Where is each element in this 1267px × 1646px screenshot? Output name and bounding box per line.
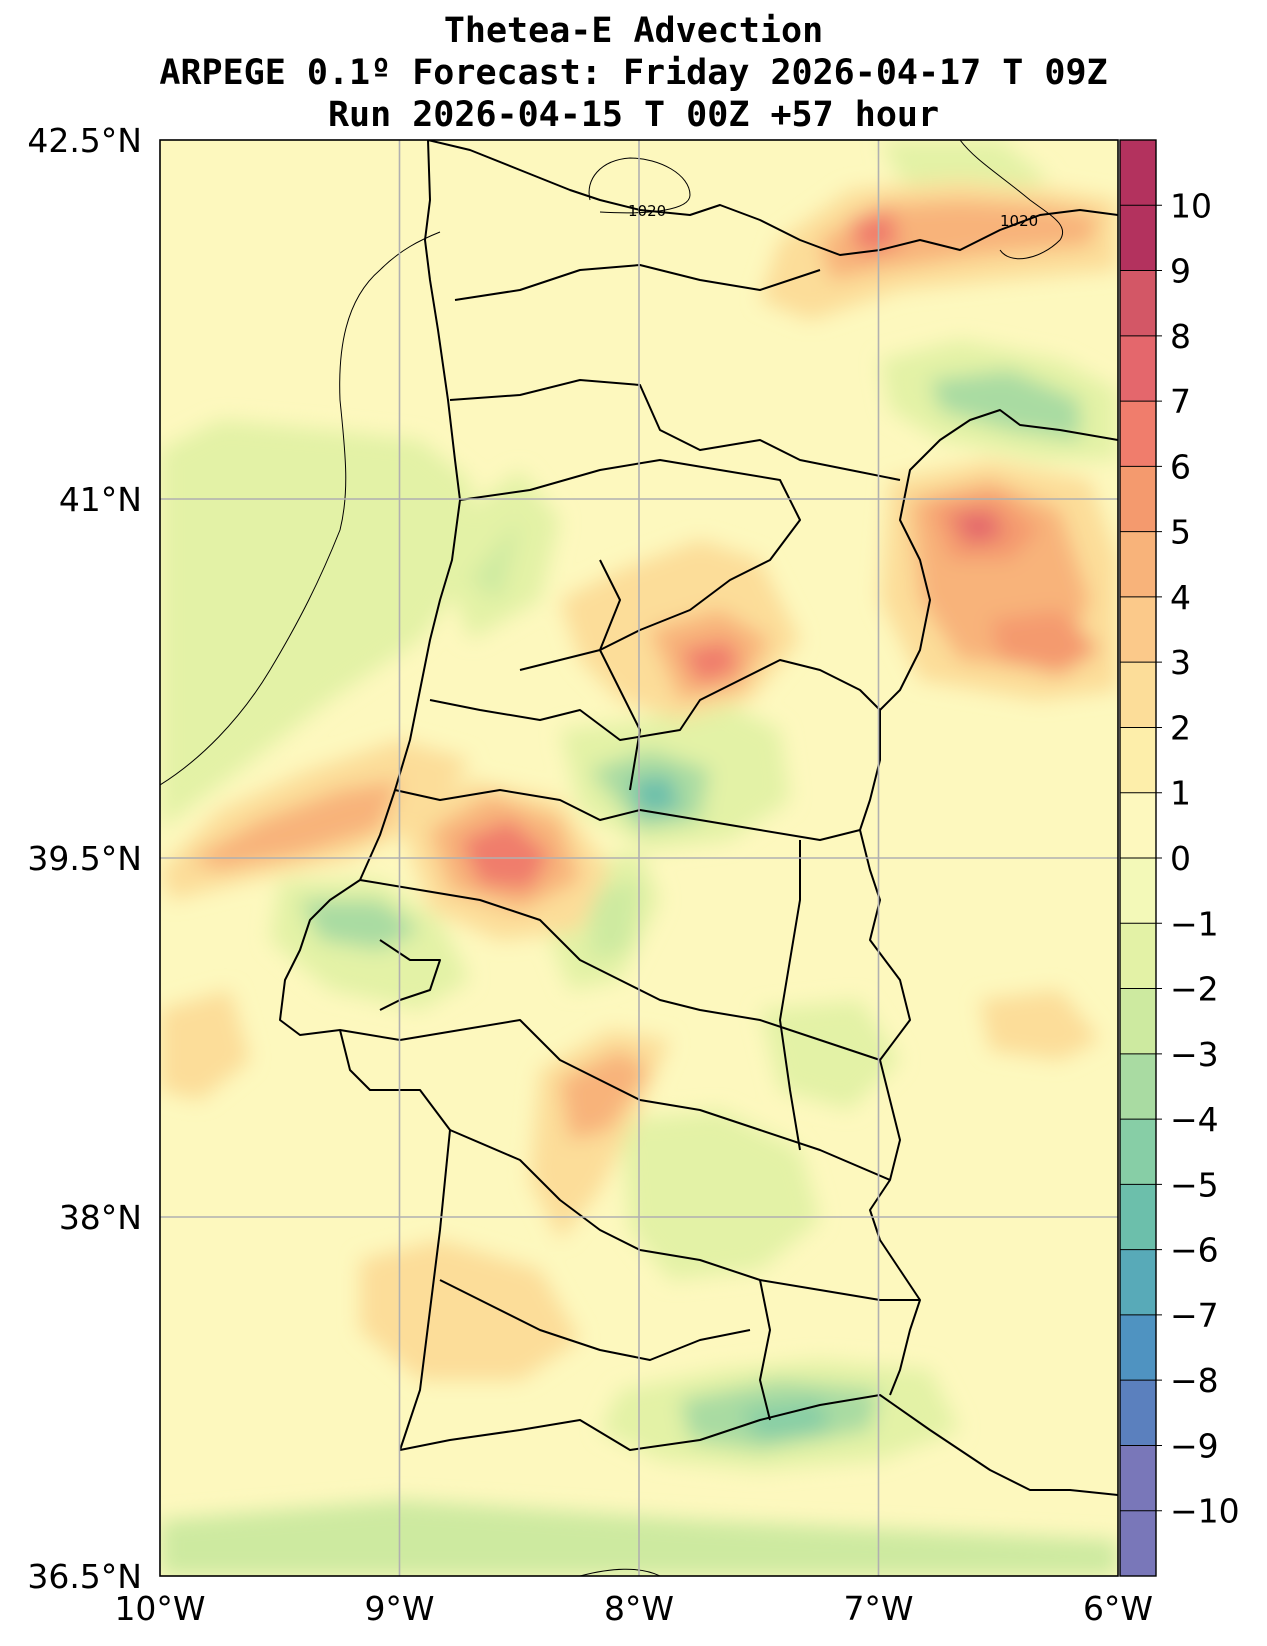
- isobar-1020-south: [579, 1568, 661, 1576]
- lat-tick-label: 36.5°N: [27, 1557, 142, 1596]
- isobar-label: 1020: [628, 202, 666, 220]
- district-border: [454, 264, 821, 301]
- lat-tick-label: 42.5°N: [27, 121, 142, 160]
- colorbar-tick-label: 6: [1170, 447, 1191, 486]
- colorbar-tick-label: 8: [1170, 317, 1191, 356]
- colorbar-tick-label: −6: [1170, 1231, 1219, 1270]
- isobar-1020-east: [959, 140, 1064, 260]
- positive-zone: [160, 990, 250, 1100]
- negative-zone: [760, 1000, 900, 1110]
- negative-zone: [620, 1110, 820, 1280]
- colorbar-band: [1120, 1184, 1156, 1251]
- coastline-west: [279, 140, 461, 1451]
- borders: [279, 140, 1118, 1496]
- map-frame: [159, 139, 1119, 1577]
- district-border: [449, 1129, 920, 1301]
- colorbar-tick-label: −1: [1170, 904, 1219, 943]
- colorbar-band: [1120, 662, 1156, 728]
- colorbar-band: [1120, 1314, 1156, 1381]
- colorbar-band: [1120, 596, 1156, 663]
- colorbar-tick-label: −4: [1170, 1100, 1219, 1139]
- isobar-1020-offshore: [160, 231, 441, 786]
- colorbar-tick-label: 1: [1170, 774, 1191, 813]
- district-border: [459, 459, 801, 671]
- positive-zone: [990, 610, 1100, 675]
- colorbar-tick-label: 2: [1170, 708, 1191, 747]
- border-north: [427, 140, 1118, 256]
- colorbar-band: [1120, 335, 1156, 402]
- colorbar-band: [1120, 1445, 1156, 1512]
- lon-tick-label: 7°W: [843, 1589, 913, 1628]
- colorbar-band: [1120, 531, 1156, 598]
- negative-zone: [740, 1400, 830, 1440]
- district-border: [449, 379, 901, 481]
- positive-zone: [360, 1240, 580, 1380]
- district-border: [429, 659, 881, 741]
- lat-tick-label: 38°N: [59, 1198, 142, 1237]
- positive-zone: [460, 820, 550, 890]
- colorbar-tick-label: −9: [1170, 1426, 1219, 1465]
- colorbar-tick-label: −7: [1170, 1296, 1219, 1335]
- positive-zone: [850, 210, 900, 255]
- lon-tick-label: 10°W: [114, 1589, 205, 1628]
- colorbar-band: [1120, 858, 1156, 924]
- colorbar-tick-label: −8: [1170, 1361, 1219, 1400]
- colorbar-band: [1120, 270, 1156, 337]
- run-subtitle: Run 2026-04-15 T 00Z +57 hour: [327, 95, 940, 135]
- colorbar-band: [1120, 140, 1156, 206]
- colorbar-tick-label: −3: [1170, 1035, 1219, 1074]
- district-border: [759, 1279, 771, 1421]
- lon-tick-label: 9°W: [364, 1589, 434, 1628]
- colorbar-tick-label: 0: [1170, 839, 1191, 878]
- district-border: [394, 789, 861, 841]
- colorbar-band: [1120, 988, 1156, 1055]
- colorbar-band: [1120, 466, 1156, 533]
- colorbar-band: [1120, 1510, 1156, 1576]
- negative-zone: [630, 775, 680, 815]
- colorbar-band: [1120, 401, 1156, 467]
- colorbar-tick-label: 9: [1170, 252, 1191, 291]
- positive-zone: [560, 1050, 650, 1140]
- colorbar-band: [1120, 1053, 1156, 1120]
- positive-zone: [980, 990, 1100, 1060]
- colorbar-band: [1120, 923, 1156, 990]
- negative-zone: [930, 370, 1080, 440]
- district-border: [339, 1019, 891, 1181]
- map-title: Thetea-E Advection: [443, 11, 824, 51]
- lat-tick-label: 39.5°N: [27, 839, 142, 878]
- tagus-estuary: [379, 939, 441, 1011]
- district-border: [779, 840, 801, 1151]
- colorbar-tick-label: −5: [1170, 1165, 1219, 1204]
- colorbar-tick-label: 5: [1170, 513, 1191, 552]
- positive-zone: [190, 780, 400, 870]
- district-border: [439, 1279, 751, 1361]
- colorbar-band: [1120, 1249, 1156, 1316]
- lat-tick-label: 41°N: [59, 480, 142, 519]
- colorbar-tick-label: 7: [1170, 382, 1191, 421]
- colorbar-band: [1120, 792, 1156, 859]
- forecast-subtitle: ARPEGE 0.1º Forecast: Friday 2026-04-17 …: [159, 53, 1108, 93]
- lon-tick-label: 6°W: [1083, 1589, 1153, 1628]
- isobar-label: 1020: [1000, 212, 1038, 230]
- colorbar-tick-label: 10: [1170, 186, 1212, 225]
- negative-zone: [590, 880, 640, 960]
- negative-zone: [470, 520, 520, 600]
- colorbar-band: [1120, 1119, 1156, 1185]
- colorbar-band: [1120, 205, 1156, 272]
- colorbar-tick-label: 3: [1170, 643, 1191, 682]
- colorbar-tick-label: −10: [1170, 1492, 1240, 1531]
- negative-zone: [300, 900, 420, 950]
- positive-zone: [950, 510, 1005, 545]
- colorbar-tick-label: 4: [1170, 578, 1191, 617]
- colorbar-band: [1120, 727, 1156, 794]
- gridlines: [160, 140, 1118, 1576]
- lon-tick-label: 8°W: [604, 1589, 674, 1628]
- colorbar-band: [1120, 1380, 1156, 1446]
- colorbar-tick-label: −2: [1170, 970, 1219, 1009]
- positive-zone: [680, 640, 740, 685]
- coastline-south: [399, 1394, 1118, 1496]
